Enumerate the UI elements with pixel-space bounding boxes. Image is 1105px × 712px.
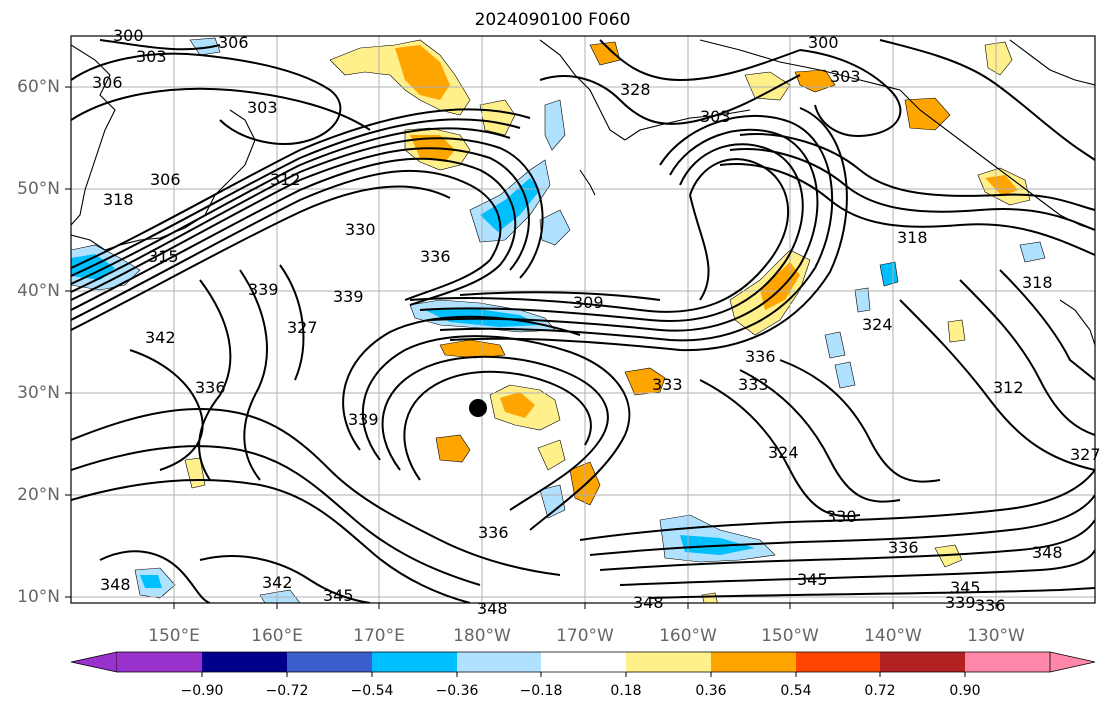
- colorbar-segment: [202, 652, 287, 672]
- colorbar-segment: [541, 652, 626, 672]
- contour-label: 339: [333, 287, 364, 306]
- contour-label: 336: [478, 523, 509, 542]
- contour-label: 333: [652, 375, 683, 394]
- contour-label: 327: [287, 318, 318, 337]
- colorbar-segment: [372, 652, 457, 672]
- contour-label: 336: [745, 347, 776, 366]
- contour-label: 318: [1022, 273, 1053, 292]
- lat-tick-label: 10°N: [17, 587, 60, 607]
- lon-tick-label: 180°W: [453, 626, 511, 646]
- colorbar-label: 0.72: [864, 683, 896, 699]
- colorbar-segment: [287, 652, 372, 672]
- colorbar-segment: [796, 652, 880, 672]
- contour-label: 336: [888, 538, 919, 557]
- lat-tick-label: 20°N: [17, 485, 60, 505]
- contours: [71, 39, 1095, 603]
- lon-tick-label: 150°W: [761, 626, 819, 646]
- contour-label: 324: [768, 443, 799, 462]
- contour-label: 318: [103, 190, 134, 209]
- colorbar-segment: [70, 651, 118, 673]
- contour-label: 318: [897, 228, 928, 247]
- contour-label: 312: [270, 170, 301, 189]
- contour-label: 303: [700, 107, 731, 126]
- lat-tick-label: 60°N: [17, 77, 60, 97]
- graticule: [71, 36, 1095, 603]
- contour-label: 300: [808, 33, 839, 52]
- contour-label: 306: [150, 170, 181, 189]
- contour-label: 303: [247, 98, 278, 117]
- contour-label: 339: [248, 280, 279, 299]
- colorbar-segment: [117, 652, 202, 672]
- colorbar-segment: [711, 652, 796, 672]
- contour-label: 324: [862, 315, 893, 334]
- contour-label: 306: [92, 73, 123, 92]
- map-title: 2024090100 F060: [474, 10, 631, 30]
- lat-tick-label: 40°N: [17, 281, 60, 301]
- contour-label: 342: [145, 328, 176, 347]
- lat-tick-label: 50°N: [17, 179, 60, 199]
- tick-marks: [65, 86, 997, 609]
- lon-tick-label: 130°W: [967, 626, 1025, 646]
- contour-label: 303: [830, 67, 861, 86]
- colorbar-segment: [626, 652, 711, 672]
- contour-labels: 300 303 306 306 303 306 312 315 318 303 …: [92, 26, 1101, 618]
- colorbar-label: −0.18: [519, 683, 563, 699]
- contour-label: 348: [1032, 543, 1063, 562]
- storm-center-marker: [469, 399, 487, 417]
- contour-label: 303: [136, 47, 167, 66]
- contour-label: 315: [148, 247, 179, 266]
- contour-label: 342: [262, 573, 293, 592]
- contour-label: 333: [738, 375, 769, 394]
- contour-label: 330: [826, 507, 857, 526]
- colorbar-segment: [1049, 651, 1096, 673]
- contour-label: 339: [348, 410, 379, 429]
- contour-label: 345: [950, 578, 981, 597]
- lon-tick-label: 170°W: [556, 626, 614, 646]
- contour-label: 312: [993, 378, 1024, 397]
- colorbar-label: −0.72: [265, 683, 309, 699]
- lat-tick-label: 30°N: [17, 383, 60, 403]
- lon-tick-label: 170°E: [353, 626, 405, 646]
- colorbar-label: 0.54: [780, 683, 812, 699]
- map-frame: [70, 35, 1096, 604]
- contour-label: 348: [100, 575, 131, 594]
- colorbar-label: 0.90: [949, 683, 981, 699]
- colorbar-label: −0.90: [180, 683, 224, 699]
- contour-label: 336: [195, 378, 226, 397]
- lon-tick-label: 140°W: [864, 626, 922, 646]
- contour-label: 306: [218, 33, 249, 52]
- contour-label: 336: [975, 596, 1006, 615]
- lon-tick-label: 160°W: [659, 626, 717, 646]
- colorbar-label: −0.36: [435, 683, 479, 699]
- lon-tick-label: 160°E: [251, 626, 303, 646]
- lon-tick-label: 150°E: [148, 626, 200, 646]
- colorbar-segment: [880, 652, 965, 672]
- contour-label: 328: [620, 80, 651, 99]
- contour-label: 336: [420, 247, 451, 266]
- contour-label: 309: [573, 293, 604, 312]
- colorbar-segment: [457, 652, 541, 672]
- colorbar-label: 0.18: [610, 683, 642, 699]
- contour-label: 327: [1070, 445, 1101, 464]
- contour-label: 330: [345, 220, 376, 239]
- colorbar-label: −0.54: [350, 683, 394, 699]
- contour-label: 348: [477, 599, 508, 618]
- contour-label: 345: [323, 586, 354, 605]
- colorbar-label: 0.36: [695, 683, 727, 699]
- colorbar-segment: [965, 652, 1050, 672]
- contour-label: 345: [797, 570, 828, 589]
- colorbar: [70, 651, 1096, 677]
